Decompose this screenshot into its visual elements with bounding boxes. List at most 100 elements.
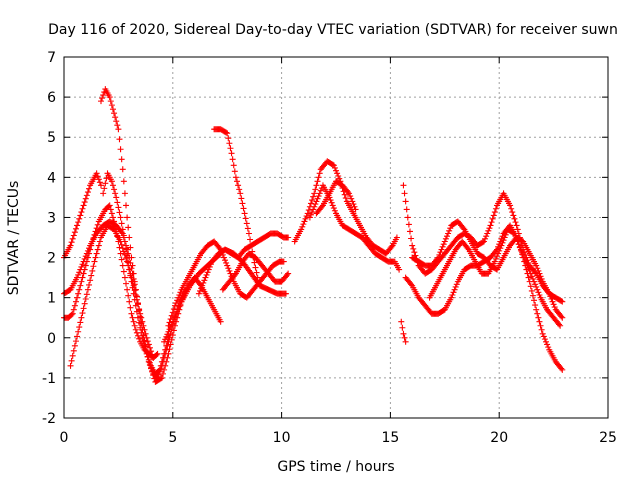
data-point [536, 270, 543, 277]
data-point [551, 304, 558, 311]
data-point [303, 213, 310, 220]
data-point [312, 186, 319, 193]
data-point [90, 263, 97, 270]
data-point [68, 239, 75, 246]
data-point [346, 190, 353, 197]
data-point [81, 199, 88, 206]
data-point [485, 227, 492, 234]
data-point [244, 225, 251, 232]
data-point [317, 187, 324, 194]
data-point [130, 290, 137, 297]
data-point [507, 202, 514, 209]
data-point [559, 314, 566, 321]
data-point [125, 259, 132, 266]
data-point [80, 202, 87, 209]
data-point [333, 167, 339, 174]
data-point [224, 130, 231, 137]
data-point [149, 351, 156, 358]
data-point [224, 262, 231, 269]
data-point [127, 304, 134, 311]
data-point [205, 266, 212, 273]
data-point [108, 102, 115, 109]
data-point [82, 262, 89, 269]
data-point [198, 285, 205, 292]
data-point [79, 274, 86, 281]
data-point [494, 253, 501, 260]
data-point [143, 350, 150, 357]
data-point [142, 330, 149, 337]
data-point [206, 263, 213, 270]
data-point [404, 214, 411, 221]
data-point [251, 259, 258, 266]
data-point [68, 311, 75, 318]
data-point [437, 249, 444, 256]
data-point [532, 269, 539, 276]
data-point [96, 238, 103, 245]
data-point [302, 215, 309, 222]
data-point [72, 225, 79, 232]
data-point [491, 258, 498, 265]
data-point [118, 156, 125, 163]
data-point [229, 156, 236, 163]
data-point [305, 207, 312, 214]
data-point [90, 235, 97, 242]
data-point [92, 254, 99, 261]
data-point [558, 365, 565, 372]
data-point [528, 273, 535, 280]
data-point [155, 367, 162, 374]
data-point [285, 270, 292, 277]
data-point [331, 207, 338, 214]
data-point [558, 298, 565, 305]
data-point [315, 193, 322, 200]
data-point [535, 267, 542, 274]
data-point [148, 348, 155, 355]
data-point [483, 233, 490, 240]
data-point [133, 308, 140, 315]
data-point [107, 206, 114, 213]
data-point [486, 225, 493, 232]
data-point [146, 344, 153, 351]
data-point [501, 234, 508, 241]
data-point [313, 182, 320, 189]
x-tick-label: 10 [273, 430, 291, 446]
data-point [531, 278, 538, 285]
data-point [535, 289, 542, 296]
data-point [527, 283, 534, 290]
data-point [311, 190, 318, 197]
data-point [106, 94, 113, 101]
data-point [438, 246, 445, 253]
data-point [157, 375, 164, 382]
data-point [103, 175, 110, 182]
data-point [109, 182, 116, 189]
data-point [495, 250, 502, 257]
data-point [75, 328, 82, 335]
data-point [329, 161, 336, 168]
data-point [316, 170, 323, 177]
data-point [124, 258, 131, 265]
data-point [91, 231, 98, 238]
data-point [400, 182, 407, 189]
data-point [83, 192, 90, 199]
data-point [243, 220, 250, 227]
data-point [519, 249, 526, 256]
data-point [527, 270, 534, 277]
data-point [138, 329, 145, 336]
data-point [532, 281, 539, 288]
data-point [239, 200, 246, 207]
data-point [237, 190, 244, 197]
x-tick-label: 20 [490, 430, 508, 446]
data-point [76, 324, 83, 331]
data-point [93, 225, 100, 232]
data-point [520, 251, 527, 258]
data-point [128, 310, 135, 317]
data-point [72, 338, 79, 345]
data-point [76, 269, 83, 276]
data-point [126, 298, 133, 305]
data-point [534, 265, 541, 272]
data-point [436, 251, 443, 258]
data-point [124, 214, 131, 221]
data-point [464, 245, 471, 252]
data-point [480, 238, 487, 245]
data-point [511, 215, 518, 222]
